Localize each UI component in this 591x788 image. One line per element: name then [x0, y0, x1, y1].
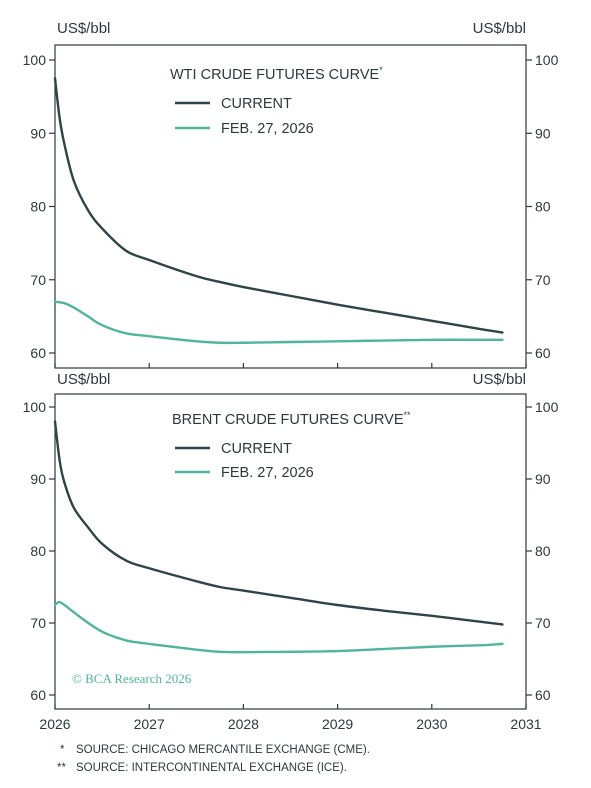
wti-chart-panel: US$/bbl US$/bbl 60 60 70 70 80 80 90 90 100 100 WTI …	[23, 20, 559, 369]
footnotes: * SOURCE: CHICAGO MERCANTILE EXCHANGE (C…	[57, 744, 370, 774]
legend-label: CURRENT	[221, 96, 292, 112]
footnote-cme: SOURCE: CHICAGO MERCANTILE EXCHANGE (CME…	[76, 744, 370, 756]
title-footnote-marker: *	[379, 65, 383, 75]
y-axis-unit-right: US$/bbl	[473, 371, 526, 388]
x-tick-label: 2028	[228, 716, 259, 732]
legend-label: CURRENT	[221, 441, 292, 457]
y-tick-label-right: 60	[535, 687, 551, 703]
chart-title: WTI CRUDE FUTURES CURVE*	[170, 65, 383, 83]
y-tick-label-left: 80	[30, 543, 46, 559]
chart-title: BRENT CRUDE FUTURES CURVE**	[172, 410, 411, 428]
y-tick-label-right: 70	[535, 272, 551, 288]
plot-frame	[54, 44, 527, 369]
series-line	[53, 300, 504, 345]
y-tick-label-right: 80	[535, 543, 551, 559]
y-tick-label-left: 90	[30, 471, 46, 487]
brent-chart-panel: US$/bbl US$/bbl 60 60 70 70 80 80 90 90 100 100 2026…	[23, 371, 559, 732]
x-tick-label: 2029	[322, 716, 353, 732]
y-tick-label-left: 70	[30, 615, 46, 631]
x-tick-label: 2026	[39, 716, 70, 732]
footnote-ice: SOURCE: INTERCONTINENTAL EXCHANGE (ICE).	[76, 762, 347, 774]
y-tick-label-left: 60	[30, 687, 46, 703]
y-axis-unit-left: US$/bbl	[57, 20, 110, 37]
y-tick-label-right: 90	[535, 471, 551, 487]
y-axis-unit-left: US$/bbl	[57, 371, 110, 388]
watermark: © BCA Research 2026	[72, 671, 192, 686]
y-tick-label-left: 100	[23, 52, 47, 68]
series-line	[53, 600, 504, 654]
y-tick-label-left: 70	[30, 272, 46, 288]
title-footnote-marker: **	[404, 410, 412, 420]
y-tick-label-right: 60	[535, 345, 551, 361]
y-tick-label-right: 100	[535, 399, 559, 415]
y-tick-label-left: 90	[30, 125, 46, 141]
y-tick-label-right: 100	[535, 52, 559, 68]
x-tick-label: 2027	[134, 716, 165, 732]
x-tick-label: 2030	[416, 716, 447, 732]
y-tick-label-right: 90	[535, 125, 551, 141]
y-tick-label-right: 80	[535, 199, 551, 215]
footnote-marker-2: **	[57, 762, 66, 774]
y-tick-label-left: 60	[30, 345, 46, 361]
x-tick-label: 2031	[510, 716, 541, 732]
y-tick-label-right: 70	[535, 615, 551, 631]
y-tick-label-left: 80	[30, 199, 46, 215]
footnote-marker-1: *	[60, 744, 65, 756]
y-axis-unit-right: US$/bbl	[473, 20, 526, 37]
series-line	[53, 77, 504, 334]
legend-label: FEB. 27, 2026	[221, 465, 314, 481]
y-tick-label-left: 100	[23, 399, 47, 415]
legend-label: FEB. 27, 2026	[221, 121, 314, 137]
series-line	[53, 420, 504, 626]
